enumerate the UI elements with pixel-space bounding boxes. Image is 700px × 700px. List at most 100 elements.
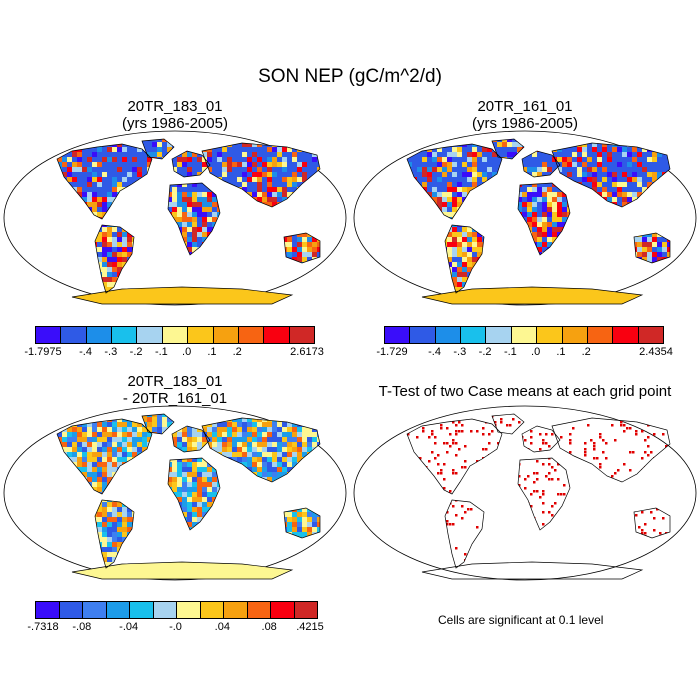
coastline-af (167, 457, 221, 531)
coastline-as (551, 142, 671, 208)
colorbar-label: .0 (182, 346, 192, 358)
map-panel-1 (3, 130, 347, 306)
coastline-eu (521, 150, 561, 178)
colorbar-label: .0 (531, 346, 541, 358)
colorbar-box (112, 327, 138, 343)
coastline-gl (491, 138, 525, 160)
colorbar-label: -.2 (129, 346, 143, 358)
panel-2-title-line-2: (yrs 1986-2005) (472, 115, 578, 132)
colorbar-label: -.7318 (27, 621, 59, 633)
coastline-af (167, 182, 221, 256)
colorbar-label: .04 (214, 621, 230, 633)
colorbar-panel-3 (35, 601, 318, 619)
coastline-as (201, 142, 321, 208)
colorbar-box (511, 327, 538, 343)
coastline-gl (491, 413, 525, 435)
colorbar-box (213, 327, 239, 343)
panel-3-title-line-2: - 20TR_161_01 (122, 390, 228, 407)
colorbar-box (224, 602, 248, 618)
significance-note: Cells are significant at 0.1 level (438, 613, 604, 627)
colorbar-label: -.4 (428, 346, 441, 358)
coastline-gl (141, 413, 175, 435)
coastline-eu (521, 425, 561, 453)
coastline-af (517, 457, 571, 531)
panel-1-title-line-2: (yrs 1986-2005) (122, 115, 228, 132)
colorbar-box (153, 602, 177, 618)
colorbar-box (36, 602, 60, 618)
colorbar-box (613, 327, 639, 343)
coastline-eu (171, 150, 211, 178)
colorbar-label: 2.4354 (639, 346, 673, 358)
coastline-sa (444, 224, 485, 294)
colorbar-box (289, 327, 314, 343)
colorbar-box (106, 602, 130, 618)
colorbar-box (59, 602, 83, 618)
colorbar-label: -.3 (104, 346, 118, 358)
colorbar-panel-2 (384, 326, 664, 344)
colorbar-label: .08 (261, 621, 277, 633)
colorbar-box (247, 602, 271, 618)
colorbar-box (385, 327, 411, 343)
colorbar-box (137, 327, 163, 343)
colorbar-box (86, 327, 113, 343)
coastline-eu (171, 425, 211, 453)
colorbar-box (162, 327, 189, 343)
colorbar-label: -.0 (169, 621, 182, 633)
coastline-na (406, 143, 503, 220)
colorbar-box (638, 327, 663, 343)
colorbar-panel-1 (35, 326, 315, 344)
colorbar-label: -.3 (453, 346, 467, 358)
colorbar-box (461, 327, 487, 343)
coastline-sa (444, 499, 485, 569)
colorbar-label: .4215 (296, 621, 324, 633)
coastline-an (421, 286, 644, 305)
coastline-sa (94, 499, 135, 569)
colorbar-label: -.4 (79, 346, 92, 358)
panel-2-title: 20TR_161_01 (yrs 1986-2005) (425, 98, 625, 132)
colorbar-box (271, 602, 295, 618)
coastline-af (517, 182, 571, 256)
map-panel-4 (353, 405, 697, 581)
colorbar-box (61, 327, 87, 343)
colorbar-box (587, 327, 614, 343)
colorbar-label: -.04 (119, 621, 139, 633)
colorbar-label: .2 (581, 346, 591, 358)
colorbar-box (562, 327, 588, 343)
coastline-an (71, 561, 294, 580)
colorbar-box (177, 602, 201, 618)
colorbar-label: 2.6173 (290, 346, 324, 358)
colorbar-box (238, 327, 265, 343)
panel-3-title-line-1: 20TR_183_01 (127, 373, 223, 390)
colorbar-label: -.1 (154, 346, 168, 358)
coastline-na (56, 143, 153, 220)
coastline-as (201, 417, 321, 483)
colorbar-box (294, 602, 317, 618)
coastline-au (633, 232, 671, 264)
colorbar-label: .1 (556, 346, 566, 358)
map-panel-3 (3, 405, 347, 581)
colorbar-label: -.08 (72, 621, 92, 633)
colorbar-box (36, 327, 62, 343)
colorbar-box (537, 327, 563, 343)
map-panel-2 (353, 130, 697, 306)
panel-1-title: 20TR_183_01 (yrs 1986-2005) (75, 98, 275, 132)
colorbar-label: .2 (232, 346, 242, 358)
colorbar-box (200, 602, 224, 618)
coastline-na (406, 418, 503, 495)
figure-title: SON NEP (gC/m^2/d) (258, 66, 442, 87)
panel-4-title-line-1: T-Test of two Case means at each grid po… (378, 383, 672, 400)
coastline-au (283, 507, 321, 539)
coastline-au (633, 507, 671, 539)
panel-2-title-line-1: 20TR_161_01 (477, 98, 573, 115)
panel-4-title: T-Test of two Case means at each grid po… (352, 383, 698, 400)
colorbar-box (410, 327, 436, 343)
colorbar-label: .1 (207, 346, 217, 358)
panel-1-title-line-1: 20TR_183_01 (127, 98, 223, 115)
coastline-au (283, 232, 321, 264)
colorbar-box (130, 602, 154, 618)
globe-outline (353, 405, 697, 581)
panel-3-title: 20TR_183_01 - 20TR_161_01 (75, 373, 275, 407)
colorbar-label: -1.7975 (24, 346, 62, 358)
colorbar-box (486, 327, 512, 343)
colorbar-box (264, 327, 290, 343)
